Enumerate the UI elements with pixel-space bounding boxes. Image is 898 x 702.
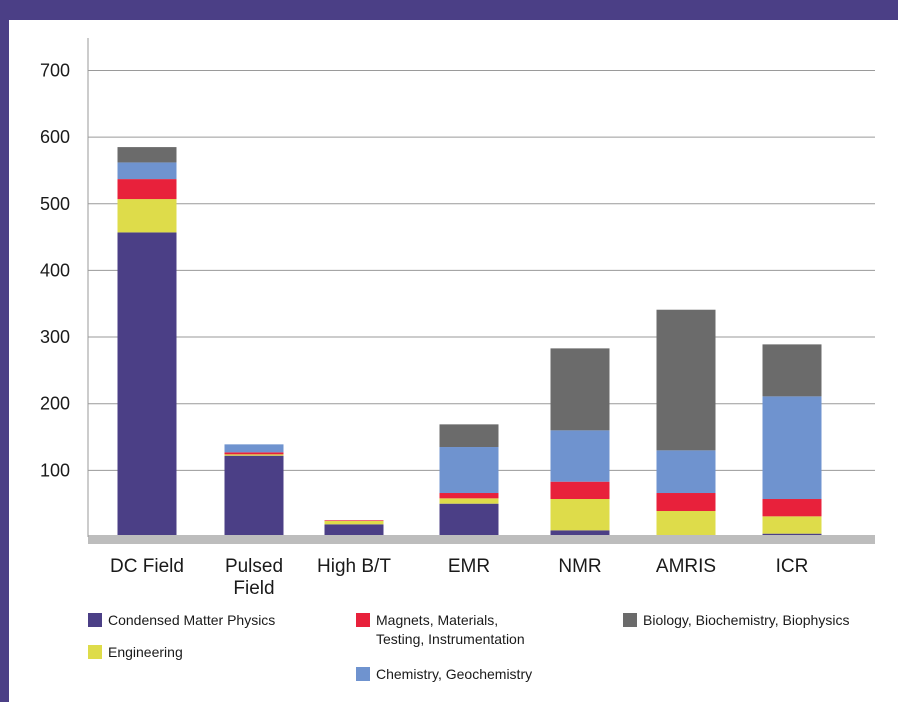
legend-label: Testing, Instrumentation xyxy=(376,631,525,647)
bar-segment xyxy=(117,162,177,180)
x-category-label: ICR xyxy=(776,556,809,577)
bar-segment xyxy=(439,498,499,504)
bar-segment xyxy=(324,524,384,537)
bar-segment xyxy=(439,503,499,537)
bar-segment xyxy=(762,499,822,517)
x-category-label: NMR xyxy=(558,556,601,577)
bar-segment xyxy=(224,452,284,455)
legend: Condensed Matter Physics Engineering Magne… xyxy=(88,612,849,682)
bar-segment xyxy=(439,424,499,448)
bar-segment xyxy=(550,430,610,482)
legend-swatch xyxy=(88,645,102,659)
bar-segment xyxy=(439,493,499,499)
bar-segment xyxy=(324,521,384,525)
bar-segment xyxy=(117,232,177,538)
x-category-label: EMR xyxy=(448,556,490,577)
legend-swatch xyxy=(356,667,370,681)
y-tick-label: 300 xyxy=(40,327,70,347)
bar-segment xyxy=(656,450,716,494)
y-tick-labels: 100 200 300 400 500 600 700 xyxy=(40,60,70,480)
x-category-label: High B/T xyxy=(317,556,391,577)
legend-swatch xyxy=(356,613,370,627)
y-tick-label: 500 xyxy=(40,194,70,214)
legend-swatch xyxy=(88,613,102,627)
gridlines xyxy=(88,69,875,471)
x-category-label: AMRIS xyxy=(656,556,716,577)
legend-swatch xyxy=(623,613,637,627)
bar-segment xyxy=(224,454,284,456)
bar-segment xyxy=(762,344,822,397)
legend-label: Condensed Matter Physics xyxy=(108,612,275,628)
bar-segment xyxy=(550,530,610,537)
bar-segment xyxy=(117,179,177,200)
bar-segment xyxy=(550,499,610,531)
x-category-label: Field xyxy=(233,578,274,599)
bar-segment xyxy=(656,309,716,451)
y-tick-label: 400 xyxy=(40,260,70,280)
bar-segment xyxy=(439,447,499,494)
bar-segment xyxy=(224,444,284,453)
bar-segment xyxy=(762,516,822,534)
bar-segment xyxy=(762,396,822,500)
legend-label: Chemistry, Geochemistry xyxy=(376,666,532,682)
bar-segment xyxy=(224,455,284,537)
bar-segment xyxy=(550,348,610,431)
bar-segment xyxy=(117,199,177,233)
bar-segment xyxy=(656,493,716,512)
bars xyxy=(117,147,822,538)
legend-label: Biology, Biochemistry, Biophysics xyxy=(643,612,849,628)
y-tick-label: 700 xyxy=(40,60,70,80)
y-tick-label: 200 xyxy=(40,394,70,414)
y-tick-label: 100 xyxy=(40,460,70,480)
bar-segment xyxy=(324,520,384,522)
legend-label: Magnets, Materials, xyxy=(376,612,498,628)
bar-segment xyxy=(550,481,610,500)
x-axis-bar xyxy=(88,535,875,544)
x-category-label: DC Field xyxy=(110,556,184,577)
x-category-label: Pulsed xyxy=(225,556,283,577)
bar-segment xyxy=(117,147,177,163)
bar-segment xyxy=(656,511,716,536)
legend-label: Engineering xyxy=(108,644,183,660)
y-tick-label: 600 xyxy=(40,127,70,147)
